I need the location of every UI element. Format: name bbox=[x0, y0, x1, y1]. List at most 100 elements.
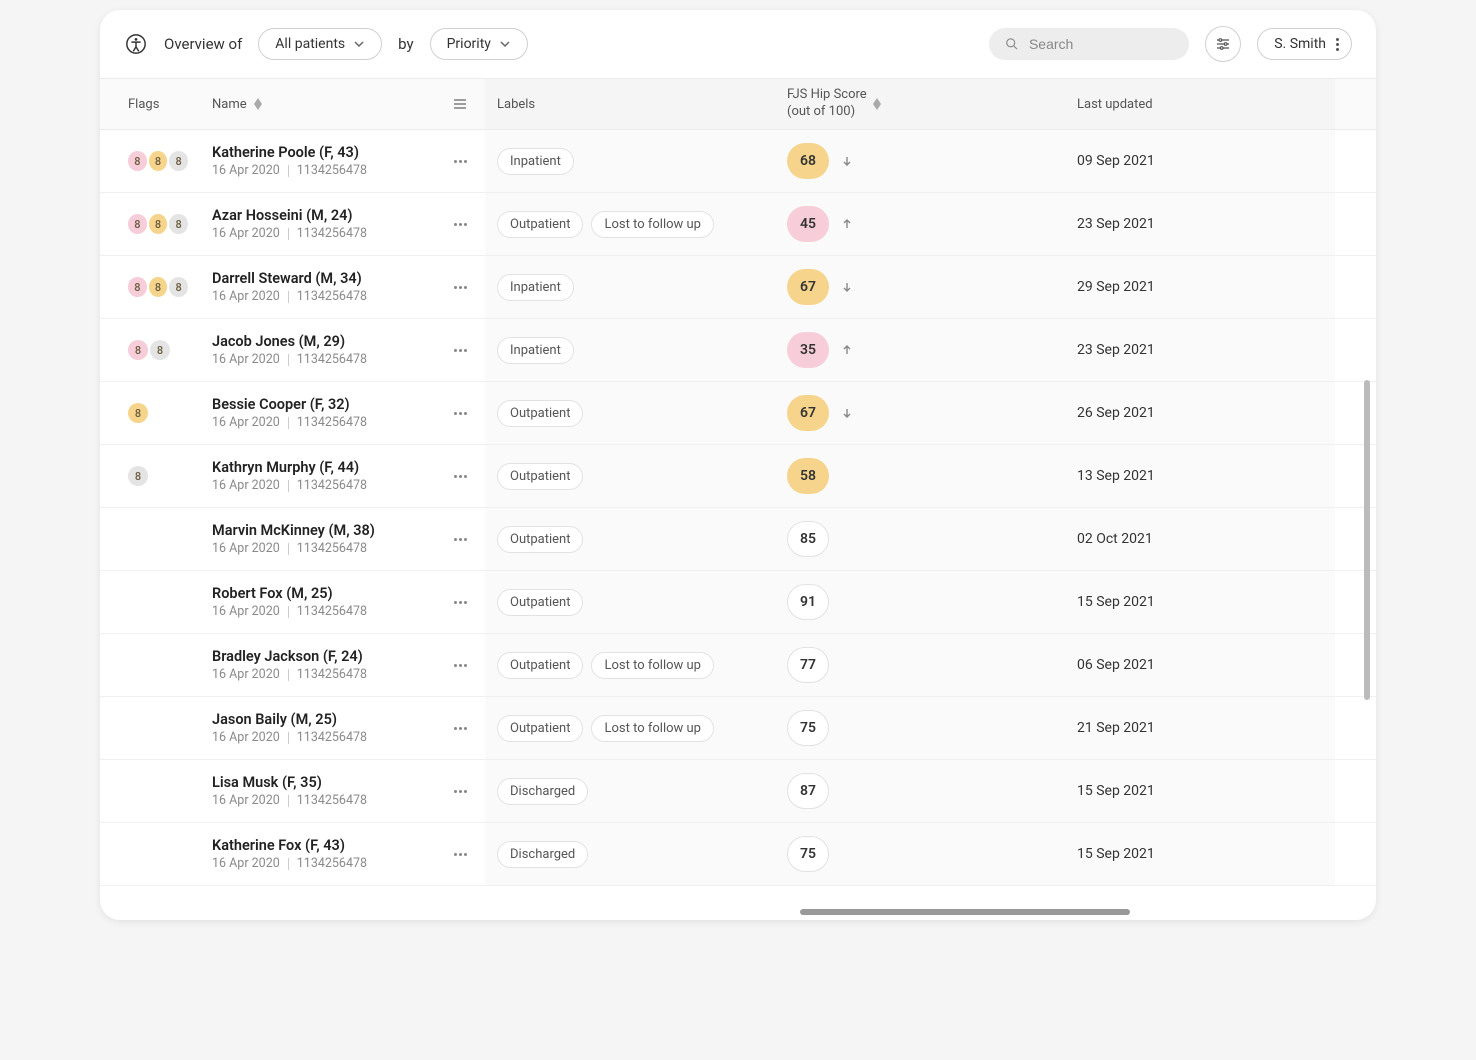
more-horizontal-icon bbox=[454, 601, 467, 604]
more-horizontal-icon bbox=[454, 475, 467, 478]
search-box[interactable] bbox=[989, 28, 1189, 60]
patient-date: 16 Apr 2020 bbox=[212, 226, 280, 241]
row-actions-button[interactable] bbox=[435, 341, 485, 360]
patient-meta: 16 Apr 2020 1134256478 bbox=[212, 163, 423, 178]
col-score-header[interactable]: FJS Hip Score (out of 100) bbox=[775, 79, 1065, 129]
user-menu[interactable]: S. Smith bbox=[1257, 28, 1352, 60]
patient-meta: 16 Apr 2020 1134256478 bbox=[212, 289, 423, 304]
row-actions-button[interactable] bbox=[435, 215, 485, 234]
score-badge: 58 bbox=[787, 458, 829, 494]
chevron-down-icon bbox=[499, 38, 511, 50]
patient-id: 1134256478 bbox=[297, 856, 367, 871]
table-row[interactable]: 888 Darrell Steward (M, 34) 16 Apr 2020 1… bbox=[100, 256, 1376, 319]
more-horizontal-icon bbox=[454, 412, 467, 415]
updated-cell: 21 Sep 2021 bbox=[1065, 697, 1335, 759]
row-actions-button[interactable] bbox=[435, 467, 485, 486]
patient-name: Kathryn Murphy (F, 44) bbox=[212, 459, 423, 476]
label-pill: Outpatient bbox=[497, 400, 583, 427]
patient-date: 16 Apr 2020 bbox=[212, 415, 280, 430]
chevron-down-icon bbox=[353, 38, 365, 50]
score-badge: 75 bbox=[787, 836, 829, 872]
score-badge: 67 bbox=[787, 395, 829, 431]
col-flags-header[interactable]: Flags bbox=[100, 97, 200, 112]
patient-id: 1134256478 bbox=[297, 289, 367, 304]
table-row[interactable]: Jason Baily (M, 25) 16 Apr 2020 11342564… bbox=[100, 697, 1376, 760]
row-actions-button[interactable] bbox=[435, 404, 485, 423]
patients-select[interactable]: All patients bbox=[258, 28, 382, 60]
row-actions-button[interactable] bbox=[435, 782, 485, 801]
labels-cell: Inpatient bbox=[485, 256, 775, 318]
row-actions-button[interactable] bbox=[435, 593, 485, 612]
patient-date: 16 Apr 2020 bbox=[212, 730, 280, 745]
flags-cell: 888 bbox=[100, 206, 200, 242]
row-actions-button[interactable] bbox=[435, 278, 485, 297]
search-input[interactable] bbox=[1029, 36, 1173, 52]
flags-cell: 888 bbox=[100, 143, 200, 179]
flag-badge: 8 bbox=[169, 151, 188, 171]
flags-cell bbox=[100, 657, 200, 673]
table-row[interactable]: Bradley Jackson (F, 24) 16 Apr 2020 1134… bbox=[100, 634, 1376, 697]
patient-id: 1134256478 bbox=[297, 604, 367, 619]
column-menu-button[interactable] bbox=[435, 96, 485, 112]
filter-button[interactable] bbox=[1205, 26, 1241, 62]
flags-cell bbox=[100, 720, 200, 736]
table-row[interactable]: 8Kathryn Murphy (F, 44) 16 Apr 2020 1134… bbox=[100, 445, 1376, 508]
horizontal-scrollbar[interactable] bbox=[550, 908, 1346, 916]
table-row[interactable]: 88Jacob Jones (M, 29) 16 Apr 2020 113425… bbox=[100, 319, 1376, 382]
row-actions-button[interactable] bbox=[435, 152, 485, 171]
score-badge: 91 bbox=[787, 584, 829, 620]
flags-cell bbox=[100, 783, 200, 799]
more-horizontal-icon bbox=[454, 286, 467, 289]
row-actions-button[interactable] bbox=[435, 530, 485, 549]
by-label: by bbox=[398, 35, 413, 53]
patient-date: 16 Apr 2020 bbox=[212, 163, 280, 178]
priority-select[interactable]: Priority bbox=[430, 28, 528, 60]
score-badge: 45 bbox=[787, 206, 829, 242]
flags-cell: 8 bbox=[100, 395, 200, 431]
patient-meta: 16 Apr 2020 1134256478 bbox=[212, 226, 423, 241]
flags-cell: 88 bbox=[100, 332, 200, 368]
row-actions-button[interactable] bbox=[435, 656, 485, 675]
score-badge: 67 bbox=[787, 269, 829, 305]
flags-cell: 888 bbox=[100, 269, 200, 305]
flag-badge: 8 bbox=[149, 151, 168, 171]
score-cell: 67 bbox=[775, 382, 1065, 444]
patient-id: 1134256478 bbox=[297, 793, 367, 808]
table-row[interactable]: Robert Fox (M, 25) 16 Apr 2020 113425647… bbox=[100, 571, 1376, 634]
label-pill: Inpatient bbox=[497, 148, 574, 175]
table-row[interactable]: 888Katherine Poole (F, 43) 16 Apr 2020 1… bbox=[100, 130, 1376, 193]
score-cell: 35 bbox=[775, 319, 1065, 381]
name-cell: Marvin McKinney (M, 38) 16 Apr 2020 1134… bbox=[200, 514, 435, 564]
table-row[interactable]: Marvin McKinney (M, 38) 16 Apr 2020 1134… bbox=[100, 508, 1376, 571]
table-row[interactable]: Katherine Fox (F, 43) 16 Apr 2020 113425… bbox=[100, 823, 1376, 886]
label-pill: Outpatient bbox=[497, 463, 583, 490]
patient-name: Bessie Cooper (F, 32) bbox=[212, 396, 423, 413]
updated-cell: 06 Sep 2021 bbox=[1065, 634, 1335, 696]
sliders-icon bbox=[1215, 36, 1231, 52]
col-labels-header[interactable]: Labels bbox=[485, 79, 775, 129]
score-cell: 91 bbox=[775, 571, 1065, 633]
flags-cell: 8 bbox=[100, 458, 200, 494]
vertical-scrollbar[interactable] bbox=[1364, 130, 1372, 900]
flag-badge: 8 bbox=[128, 151, 147, 171]
col-updated-header[interactable]: Last updated bbox=[1065, 79, 1335, 129]
patient-name: Darrell Steward (M, 34) bbox=[212, 270, 423, 287]
flag-badge: 8 bbox=[150, 340, 170, 360]
patient-name: Katherine Poole (F, 43) bbox=[212, 144, 423, 161]
table-row[interactable]: 8Bessie Cooper (F, 32) 16 Apr 2020 11342… bbox=[100, 382, 1376, 445]
label-pill: Discharged bbox=[497, 778, 588, 805]
overview-label: Overview of bbox=[164, 35, 242, 53]
labels-cell: Inpatient bbox=[485, 319, 775, 381]
row-actions-button[interactable] bbox=[435, 845, 485, 864]
col-name-header[interactable]: Name bbox=[200, 97, 435, 112]
table-row[interactable]: Lisa Musk (F, 35) 16 Apr 2020 1134256478… bbox=[100, 760, 1376, 823]
trend-down-icon bbox=[841, 155, 853, 167]
flags-cell bbox=[100, 594, 200, 610]
table-row[interactable]: 888Azar Hosseini (M, 24) 16 Apr 2020 113… bbox=[100, 193, 1376, 256]
labels-cell: Outpatient bbox=[485, 445, 775, 507]
name-cell: Bessie Cooper (F, 32) 16 Apr 2020 113425… bbox=[200, 388, 435, 438]
updated-cell: 13 Sep 2021 bbox=[1065, 445, 1335, 507]
patient-id: 1134256478 bbox=[297, 163, 367, 178]
patient-meta: 16 Apr 2020 1134256478 bbox=[212, 667, 423, 682]
row-actions-button[interactable] bbox=[435, 719, 485, 738]
